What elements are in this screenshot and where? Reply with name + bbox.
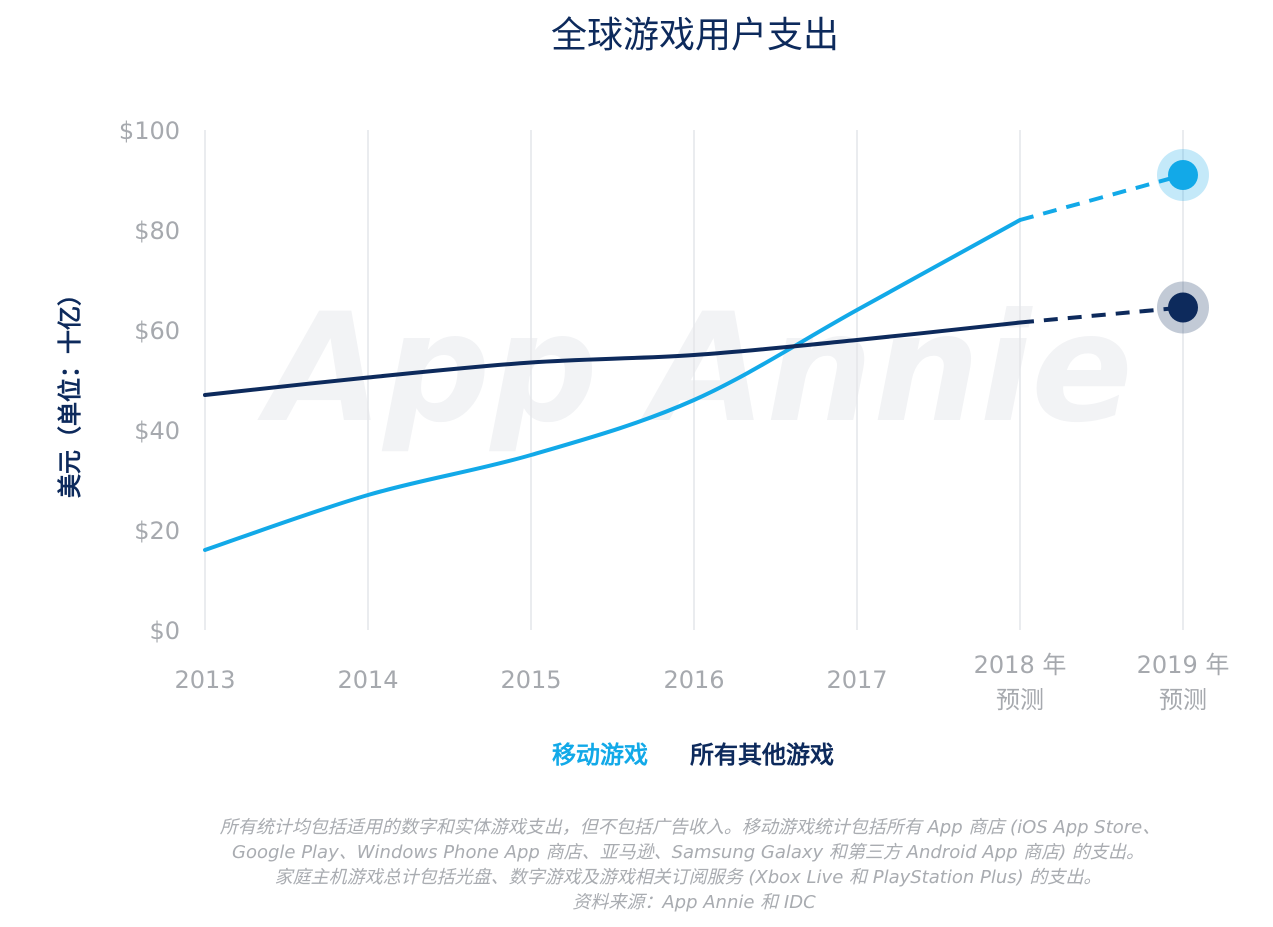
x-tick-label: 2014 [337, 666, 398, 694]
y-tick-label: $40 [134, 417, 180, 445]
footnote-source: 资料来源：App Annie 和 IDC [572, 892, 816, 913]
x-tick-label-sub: 预测 [1159, 686, 1207, 714]
watermark: App Annie [257, 282, 1133, 456]
x-tick-label: 2019 年 [1137, 651, 1230, 679]
footnotes: 所有统计均包括适用的数字和实体游戏支出，但不包括广告收入。移动游戏统计包括所有 … [220, 817, 1161, 913]
series-end-point-0 [1168, 160, 1198, 190]
x-tick-label-sub: 预测 [996, 686, 1044, 714]
legend-item-mobile: 移动游戏 [552, 741, 648, 769]
y-tick-label: $0 [149, 617, 180, 645]
x-tick-label: 2013 [174, 666, 235, 694]
legend: 移动游戏 所有其他游戏 [552, 741, 834, 769]
x-tick-label: 2018 年 [974, 651, 1067, 679]
series-end-point-1 [1168, 292, 1198, 323]
series-line-1 [203, 320, 1022, 397]
footnote-line-2: Google Play、Windows Phone App 商店、亚马逊、Sam… [232, 842, 1144, 863]
x-tick-label: 2015 [500, 666, 561, 694]
x-tick-label: 2016 [663, 666, 724, 694]
y-tick-label: $20 [134, 517, 180, 545]
footnote-line-3: 家庭主机游戏总计包括光盘、数字游戏及游戏相关订阅服务 (Xbox Live 和 … [275, 867, 1102, 888]
y-tick-label: $100 [119, 117, 180, 145]
y-axis-ticks: $100 $80 $60 $40 $20 $0 [119, 117, 180, 645]
series [203, 149, 1209, 552]
chart-title: 全球游戏用户支出 [551, 15, 839, 56]
y-axis-label: 美元（单位：十亿） [56, 282, 84, 498]
legend-item-other: 所有其他游戏 [690, 741, 834, 769]
y-tick-label: $80 [134, 217, 180, 245]
footnote-line-1: 所有统计均包括适用的数字和实体游戏支出，但不包括广告收入。移动游戏统计包括所有 … [220, 817, 1161, 838]
x-tick-label: 2017 [826, 666, 887, 694]
grid [204, 130, 1184, 630]
series-line-0 [203, 218, 1022, 552]
y-tick-label: $60 [134, 317, 180, 345]
